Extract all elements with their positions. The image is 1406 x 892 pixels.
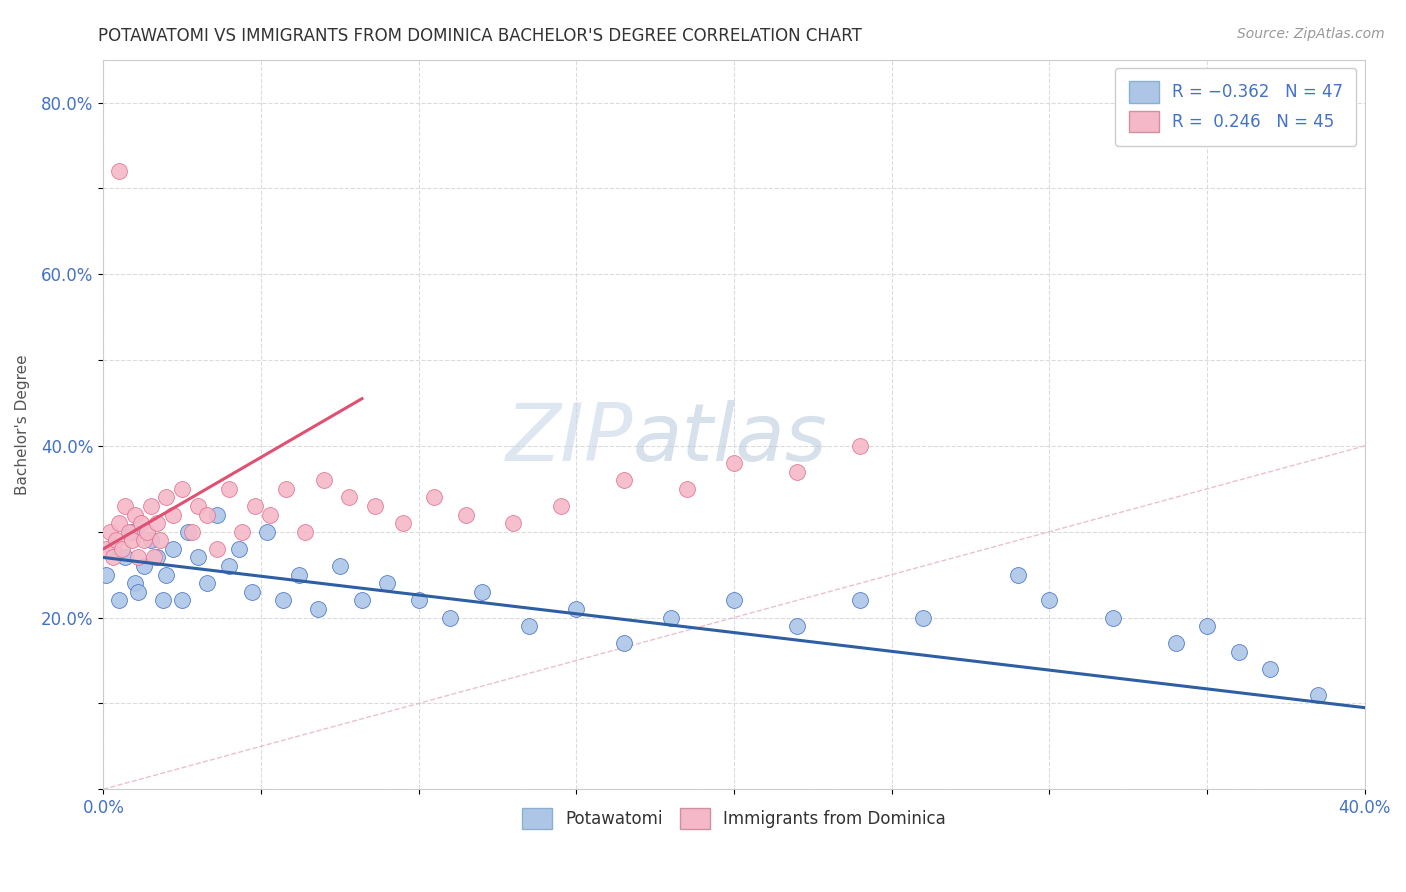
Text: atlas: atlas [633, 400, 828, 478]
Point [375, 576, 398, 591]
Point [121, 524, 143, 539]
Point [117, 524, 139, 539]
Point [408, 593, 430, 607]
Point [172, 593, 194, 607]
Point [172, 482, 194, 496]
Point [723, 456, 745, 470]
Point [149, 533, 172, 548]
Point [256, 524, 278, 539]
Point [162, 508, 184, 522]
Point [565, 602, 588, 616]
Point [1038, 593, 1060, 607]
Point [271, 593, 294, 607]
Point [205, 508, 228, 522]
Point [205, 541, 228, 556]
Y-axis label: Bachelor's Degree: Bachelor's Degree [15, 354, 30, 495]
Point [912, 610, 935, 624]
Point [786, 619, 808, 633]
Point [134, 559, 156, 574]
Point [142, 550, 165, 565]
Point [136, 524, 159, 539]
Point [228, 541, 250, 556]
Point [146, 516, 169, 530]
Point [502, 516, 524, 530]
Point [146, 550, 169, 565]
Point [101, 541, 124, 556]
Point [111, 541, 134, 556]
Point [517, 619, 540, 633]
Point [96, 567, 118, 582]
Point [155, 491, 177, 505]
Point [187, 499, 209, 513]
Point [218, 482, 240, 496]
Point [98, 524, 121, 539]
Point [197, 508, 219, 522]
Point [849, 439, 872, 453]
Point [350, 593, 373, 607]
Point [96, 541, 118, 556]
Text: ZIP: ZIP [506, 400, 633, 478]
Point [294, 524, 316, 539]
Point [177, 524, 200, 539]
Point [363, 499, 385, 513]
Point [1197, 619, 1219, 633]
Point [337, 491, 360, 505]
Point [259, 508, 281, 522]
Text: Source: ZipAtlas.com: Source: ZipAtlas.com [1237, 27, 1385, 41]
Point [423, 491, 446, 505]
Point [139, 499, 162, 513]
Point [101, 550, 124, 565]
Point [114, 499, 136, 513]
Point [243, 499, 266, 513]
Point [613, 473, 636, 487]
Point [1164, 636, 1187, 650]
Point [129, 516, 152, 530]
Point [152, 593, 174, 607]
Point [1007, 567, 1029, 582]
Point [240, 584, 263, 599]
Point [1306, 688, 1329, 702]
Point [139, 533, 162, 548]
Point [108, 516, 131, 530]
Point [231, 524, 253, 539]
Point [659, 610, 682, 624]
Point [124, 508, 146, 522]
Point [187, 550, 209, 565]
Point [114, 550, 136, 565]
Point [471, 584, 494, 599]
Point [218, 559, 240, 574]
Point [1227, 645, 1250, 659]
Point [314, 473, 336, 487]
Point [108, 164, 131, 178]
Point [134, 533, 156, 548]
Point [723, 593, 745, 607]
Point [439, 610, 461, 624]
Point [276, 482, 298, 496]
Point [613, 636, 636, 650]
Point [849, 593, 872, 607]
Point [550, 499, 572, 513]
Point [392, 516, 415, 530]
Point [127, 550, 149, 565]
Point [197, 576, 219, 591]
Point [127, 584, 149, 599]
Point [162, 541, 184, 556]
Text: POTAWATOMI VS IMMIGRANTS FROM DOMINICA BACHELOR'S DEGREE CORRELATION CHART: POTAWATOMI VS IMMIGRANTS FROM DOMINICA B… [98, 27, 862, 45]
Point [675, 482, 697, 496]
Point [329, 559, 352, 574]
Point [104, 533, 127, 548]
Point [307, 602, 329, 616]
Point [108, 593, 131, 607]
Point [121, 533, 143, 548]
Point [454, 508, 477, 522]
Point [180, 524, 202, 539]
Point [786, 465, 808, 479]
Legend: Potawatomi, Immigrants from Dominica: Potawatomi, Immigrants from Dominica [516, 801, 952, 836]
Point [124, 576, 146, 591]
Point [288, 567, 311, 582]
Point [155, 567, 177, 582]
Point [1101, 610, 1123, 624]
Point [1258, 662, 1281, 676]
